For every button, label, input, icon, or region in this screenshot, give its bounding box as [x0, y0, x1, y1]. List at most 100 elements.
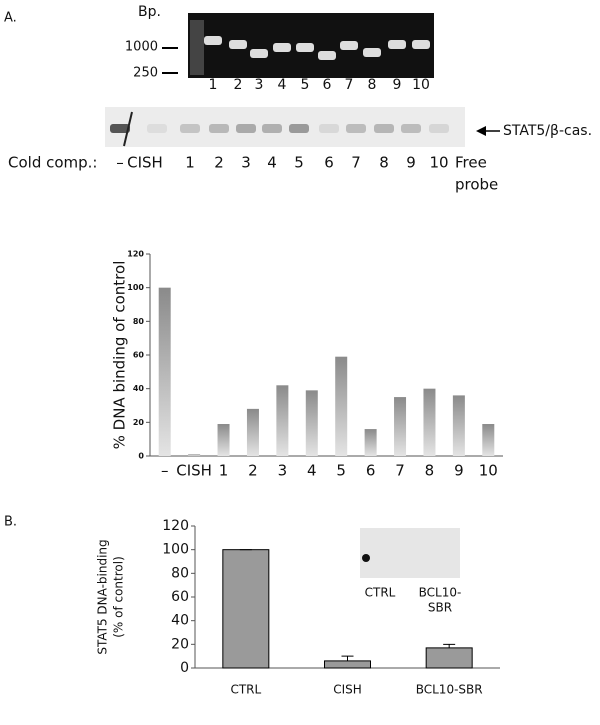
- gel-band: [229, 40, 247, 49]
- lane-label: 2: [214, 154, 224, 172]
- gel-band: [180, 124, 200, 133]
- lane-label: 4: [267, 154, 277, 172]
- y-tick-label: 0: [138, 452, 144, 461]
- gel-band: [340, 41, 358, 50]
- marker-label: 1000: [125, 40, 158, 55]
- x-tick-label: 4: [307, 462, 317, 480]
- gel-band: [319, 124, 339, 133]
- marker-label: 250: [133, 66, 158, 81]
- x-tick-label: –: [161, 462, 169, 480]
- lane-label: 6: [323, 77, 332, 93]
- gel-band: [273, 43, 291, 52]
- gel-band: [318, 51, 336, 60]
- bar: [305, 390, 318, 456]
- bar: [324, 660, 371, 669]
- lane-label: 10: [412, 77, 430, 93]
- lane-label: 5: [301, 77, 310, 93]
- y-tick-label: 60: [171, 589, 189, 605]
- lane-label: 10: [429, 154, 448, 172]
- y-tick-label: 0: [180, 660, 189, 676]
- x-tick-label: 8: [425, 462, 435, 480]
- bar: [217, 424, 230, 456]
- inset-gel: [360, 528, 460, 578]
- lane-label: 7: [345, 77, 354, 93]
- y-tick-label: 20: [171, 636, 189, 652]
- gel-band: [429, 124, 449, 133]
- lane-label: 8: [368, 77, 377, 93]
- lane-label: 9: [406, 154, 416, 172]
- gel-band: [147, 124, 167, 133]
- lane-label: 6: [324, 154, 334, 172]
- bar: [423, 388, 436, 456]
- band-label: STAT5/β-cas.: [503, 123, 592, 139]
- y-tick-label: 20: [133, 418, 145, 427]
- x-tick-label: 1: [219, 462, 229, 480]
- lane-label: 3: [241, 154, 251, 172]
- y-tick-label: 40: [133, 384, 145, 393]
- row-label: Cold comp.:: [8, 154, 98, 172]
- x-tick-label: CISH: [333, 683, 362, 697]
- inset-label: SBR: [428, 601, 452, 615]
- bar: [188, 454, 201, 456]
- error-bar: [341, 655, 354, 661]
- x-tick-label: 5: [336, 462, 346, 480]
- lane-label: 1: [209, 77, 218, 93]
- bar: [276, 385, 289, 456]
- gel-spot: [362, 554, 370, 562]
- lane-label: Free: [455, 154, 487, 172]
- lane-label: –: [116, 154, 124, 172]
- x-tick-label: 7: [395, 462, 405, 480]
- y-axis-label: STAT5 DNA-binding: [96, 539, 110, 654]
- lane-label: 9: [393, 77, 402, 93]
- x-tick-label: 10: [479, 462, 498, 480]
- gel-band: [204, 36, 222, 45]
- x-tick-label: CTRL: [230, 683, 261, 697]
- x-tick-label: CISH: [176, 462, 212, 480]
- panel-label: B.: [4, 515, 17, 530]
- inset-label: CTRL: [365, 586, 396, 600]
- bar: [394, 397, 407, 456]
- y-tick-label: 40: [171, 613, 189, 629]
- lane-label: 7: [351, 154, 361, 172]
- lane-label: CISH: [127, 154, 163, 172]
- x-tick-label: 2: [248, 462, 258, 480]
- gel-unit: Bp.: [138, 4, 161, 20]
- lane-label: 8: [379, 154, 389, 172]
- x-tick-label: 3: [278, 462, 288, 480]
- bar: [425, 647, 473, 669]
- lane-label: 4: [278, 77, 287, 93]
- gel-band: [346, 124, 366, 133]
- gel-band: [250, 49, 268, 58]
- bar: [246, 408, 259, 456]
- gel-band: [110, 124, 130, 133]
- x-tick-label: 6: [366, 462, 376, 480]
- lane-label: probe: [455, 176, 498, 194]
- error-bar: [443, 643, 456, 648]
- gel-band: [289, 124, 309, 133]
- y-tick-label: 120: [127, 250, 144, 259]
- lane-label: 3: [255, 77, 264, 93]
- panel-label: A.: [4, 11, 17, 26]
- bar: [364, 429, 377, 456]
- gel-band: [412, 40, 430, 49]
- y-axis-label: (% of control): [112, 556, 126, 638]
- lane-label: 2: [234, 77, 243, 93]
- gel-band: [296, 43, 314, 52]
- y-tick-label: 120: [162, 518, 189, 534]
- y-tick-label: 80: [171, 565, 189, 581]
- y-tick-label: 80: [133, 317, 145, 326]
- gel-band: [363, 48, 381, 57]
- inset-label: BCL10-: [419, 586, 462, 600]
- bar: [335, 356, 348, 456]
- bar: [158, 287, 171, 456]
- x-tick-label: 9: [454, 462, 464, 480]
- lane-label: 1: [185, 154, 195, 172]
- arrow-head: [476, 126, 486, 136]
- gel-band: [236, 124, 256, 133]
- gel-streak: [123, 111, 133, 147]
- y-tick-label: 60: [133, 351, 145, 360]
- y-tick-label: 100: [162, 542, 189, 558]
- lane-label: 5: [294, 154, 304, 172]
- bar: [222, 549, 270, 669]
